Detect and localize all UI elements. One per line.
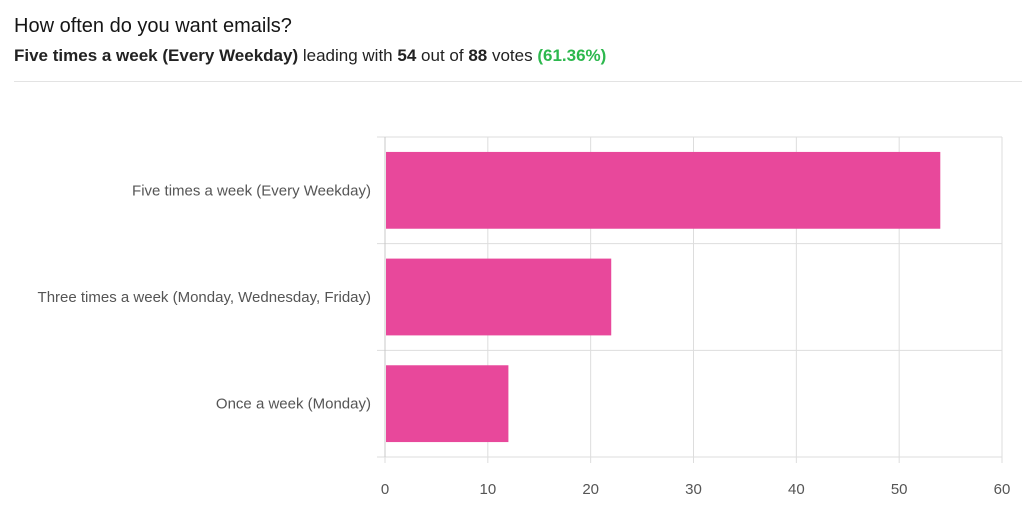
category-label-0: Five times a week (Every Weekday) <box>132 182 371 199</box>
x-tick-label-6: 60 <box>994 481 1011 498</box>
leading-option: Five times a week (Every Weekday) <box>14 46 299 65</box>
x-tick-label-2: 20 <box>582 481 599 498</box>
poll-summary: Five times a week (Every Weekday) leadin… <box>14 44 1022 68</box>
category-label-2: Once a week (Monday) <box>216 396 371 413</box>
leading-with-text: leading with <box>302 46 393 65</box>
x-tick-label-3: 30 <box>685 481 702 498</box>
x-tick-label-5: 50 <box>891 481 908 498</box>
header-divider <box>14 81 1022 82</box>
bar-1 <box>386 258 612 336</box>
votes-text: votes <box>491 46 533 65</box>
bar-0 <box>386 151 941 229</box>
x-tick-label-1: 10 <box>479 481 496 498</box>
leader-vote-count: 54 <box>397 46 417 65</box>
leader-percentage: (61.36%) <box>537 46 607 65</box>
bar-2 <box>386 365 509 443</box>
poll-question: How often do you want emails? <box>14 15 292 37</box>
x-tick-label-0: 0 <box>381 481 389 498</box>
category-label-1: Three times a week (Monday, Wednesday, F… <box>38 289 371 306</box>
x-tick-label-4: 40 <box>788 481 805 498</box>
total-vote-count: 88 <box>468 46 488 65</box>
out-of-text: out of <box>421 46 464 65</box>
poll-header: How often do you want emails? Five times… <box>14 12 1022 68</box>
